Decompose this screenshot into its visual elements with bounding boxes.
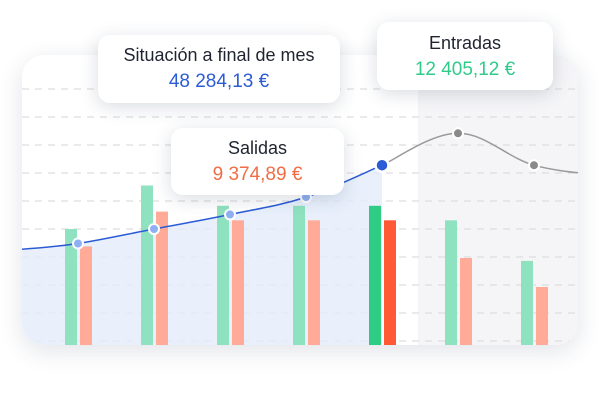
balance-area <box>22 165 382 345</box>
inflow-bar <box>521 260 533 345</box>
balance-point-active <box>374 157 390 173</box>
outflow-bar <box>460 258 472 345</box>
balance-label: Situación a final de mes <box>123 45 315 65</box>
inflow-bar <box>369 205 381 345</box>
balance-point <box>224 208 236 221</box>
cashflow-chart-card <box>22 55 578 345</box>
balance-point <box>72 237 84 250</box>
balance-point <box>148 223 160 235</box>
outflows-label: Salidas <box>227 138 288 158</box>
inflows-label: Entradas <box>428 33 502 53</box>
outflow-bar <box>80 246 92 345</box>
outflow-bar <box>232 220 244 345</box>
outflow-bar <box>384 220 396 345</box>
balance-tooltip: Situación a final de mes 48 284,13 € <box>98 35 340 103</box>
forecast-point <box>528 159 540 172</box>
inflow-bar <box>217 205 229 345</box>
inflows-value: 12 405,12 € <box>414 59 516 80</box>
outflows-tooltip: Salidas 9 374,89 € <box>171 128 344 195</box>
balance-value: 48 284,13 € <box>168 71 270 92</box>
outflow-bar <box>308 220 320 345</box>
forecast-region <box>418 55 578 345</box>
inflow-bar <box>65 229 77 345</box>
inflow-bar <box>293 205 305 345</box>
outflow-bar <box>156 211 168 345</box>
inflow-bar <box>445 220 457 345</box>
inflows-tooltip: Entradas 12 405,12 € <box>377 22 553 90</box>
inflow-bar <box>141 185 153 345</box>
forecast-point <box>452 127 464 140</box>
cashflow-chart <box>22 55 578 345</box>
outflow-bar <box>536 287 548 345</box>
outflows-value: 9 374,89 € <box>212 164 303 185</box>
